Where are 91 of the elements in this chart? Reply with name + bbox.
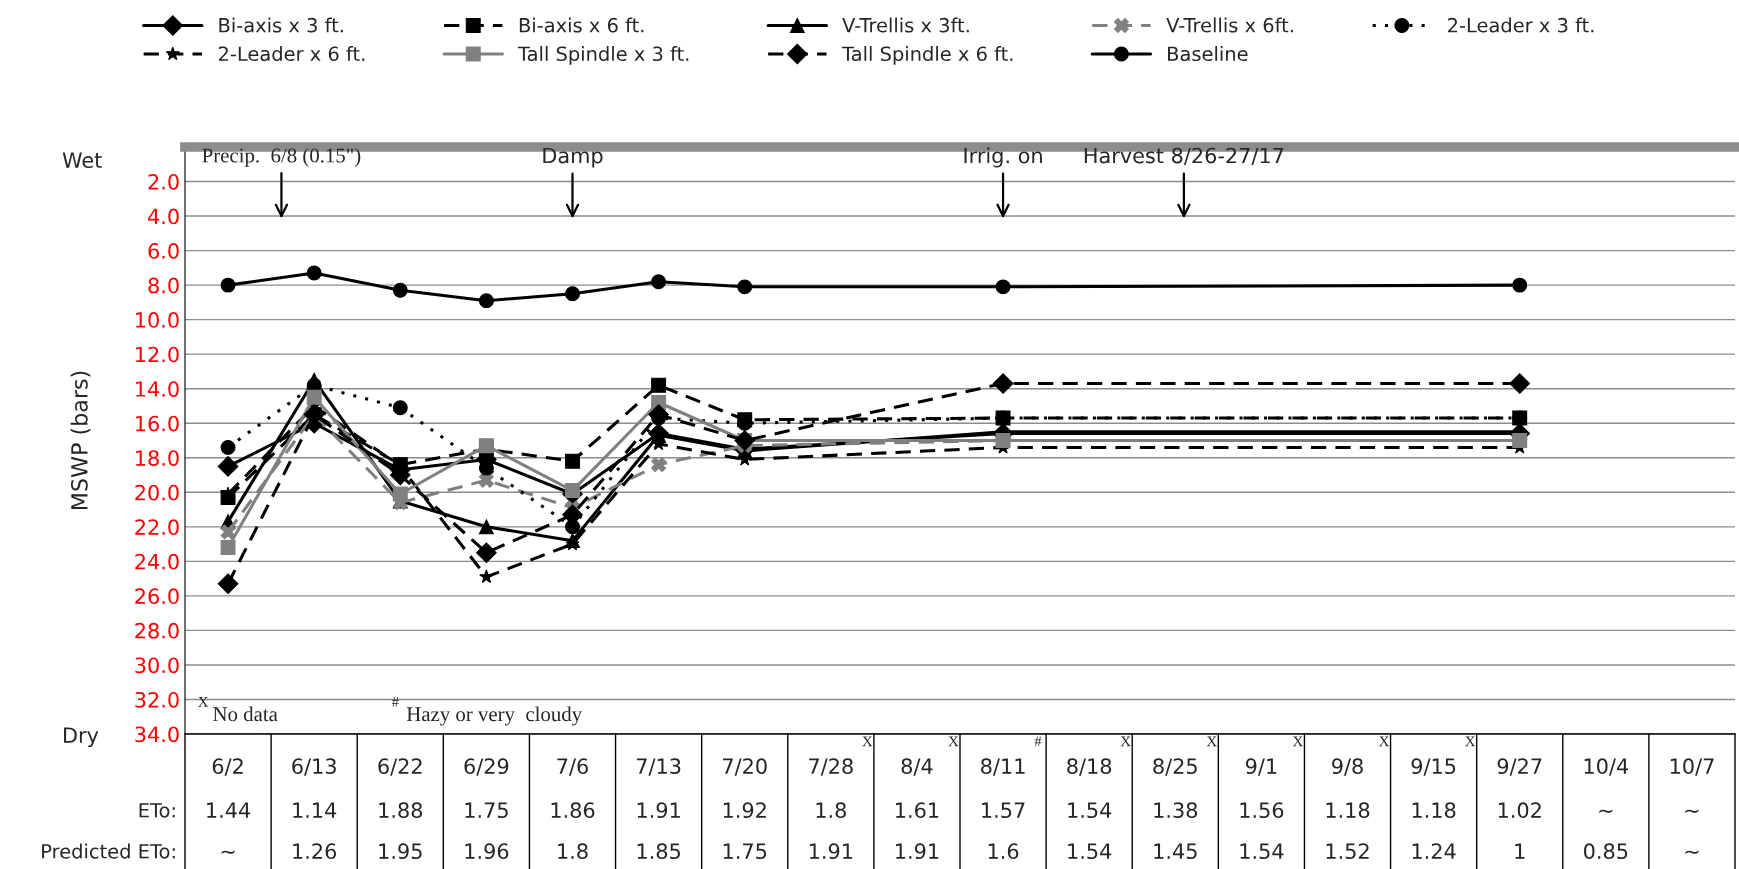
y-tick-label: 10.0: [136, 312, 179, 328]
text: 1.26: [293, 843, 337, 860]
text: 0.85: [1584, 843, 1628, 860]
text: 1.24: [1412, 843, 1456, 859]
text: 1.14: [293, 802, 337, 818]
y-tick-label: 32.0: [135, 691, 179, 708]
text: Wet: [62, 152, 102, 169]
legend-label: V-Trellis x 6ft.: [1166, 17, 1293, 33]
x-tick-label: 6/29: [464, 758, 509, 776]
legend-label: Bi-axis x 6 ft.: [519, 17, 644, 33]
x-tick-label: 6/13: [292, 758, 336, 776]
x-tick-label: 7/13: [636, 758, 681, 776]
y-tick-label: 34.0: [135, 726, 179, 743]
legend-label: 2-Leader x 6 ft.: [218, 46, 365, 62]
x-tick-label: 6/2: [212, 758, 243, 776]
text: ~: [1599, 809, 1613, 813]
text: 1.18: [1326, 802, 1370, 819]
x-tick-label: 10/7: [1670, 758, 1714, 776]
x-tick-label: 9/8X: [1332, 736, 1390, 776]
y-tick-label: 8.0: [148, 277, 179, 294]
text: 1.8: [558, 843, 588, 860]
text: 1.75: [723, 843, 767, 860]
x-tick-label: 6/22: [378, 758, 422, 776]
text: Predicted ETo:: [42, 843, 175, 859]
text: 1.91: [809, 843, 853, 860]
text: 1.02: [1498, 802, 1541, 819]
x-tick-label: 7/28X: [809, 736, 873, 776]
y-tick-label: 20.0: [135, 484, 179, 501]
text: 1.54: [1068, 843, 1112, 860]
legend-label: Tall Spindle x 6 ft.: [841, 46, 1013, 65]
y-tick-label: 6.0: [148, 243, 179, 259]
y-tick-label: 18.0: [136, 450, 179, 466]
legend-label: 2-Leader x 3 ft.: [1448, 17, 1594, 33]
text: 1.85: [637, 843, 680, 860]
text: 1.54: [1240, 843, 1284, 860]
y-axis-title: MSWP (bars): [70, 371, 91, 510]
annotation: Irrig. on: [964, 147, 1042, 168]
y-tick-label: 26.0: [135, 588, 179, 605]
text: 1.45: [1154, 843, 1197, 860]
legend-label: V-Trellis x 3ft.: [842, 17, 969, 33]
x-tick-label: 7/20: [723, 758, 767, 776]
text: Dry: [64, 727, 99, 748]
y-tick-label: 28.0: [135, 622, 179, 639]
y-tick-label: 4.0: [148, 208, 179, 225]
text: 1.57: [982, 802, 1025, 819]
x-tick-label: 9/27: [1497, 758, 1542, 776]
x-tick-label: 8/4X: [901, 736, 959, 776]
text: 1.54: [1068, 802, 1112, 819]
legend-label: Tall Spindle x 3 ft.: [517, 46, 689, 65]
text: 1.88: [379, 802, 423, 819]
text: 1.86: [551, 802, 595, 819]
x-tick-label: 9/15X: [1411, 736, 1476, 776]
text: 1.92: [723, 802, 766, 819]
text: 1.44: [207, 802, 251, 818]
text: 1.38: [1154, 802, 1198, 819]
text: ~: [221, 850, 235, 854]
text: 1.56: [1240, 802, 1284, 819]
annotation: Precip. 6/8 (0.15"): [202, 147, 361, 167]
annotation: XNo data: [198, 697, 278, 722]
text: 1: [1515, 843, 1525, 859]
y-tick-label: 16.0: [136, 415, 179, 432]
x-tick-label: 8/25X: [1153, 736, 1217, 776]
text: 1.61: [896, 802, 939, 819]
x-tick-label: 8/11#: [981, 736, 1042, 776]
annotation: Damp: [543, 147, 603, 168]
y-tick-label: 14.0: [136, 381, 179, 397]
text: ~: [1685, 850, 1699, 854]
y-tick-label: 12.0: [136, 346, 179, 363]
legend-label: Baseline: [1168, 46, 1248, 62]
y-tick-label: 30.0: [135, 657, 179, 674]
x-tick-label: 9/1X: [1245, 736, 1303, 776]
text: 1.95: [379, 843, 422, 860]
text: 1.91: [637, 802, 680, 819]
annotation: #Hazy or very cloudy: [391, 697, 583, 726]
text: 1.6: [988, 843, 1019, 860]
text: 1.96: [465, 843, 509, 860]
x-tick-label: 8/18X: [1067, 736, 1131, 776]
legend-label: Bi-axis x 3 ft.: [219, 17, 343, 33]
y-tick-label: 2.0: [148, 173, 179, 190]
text: ETo:: [139, 803, 175, 818]
y-tick-label: 22.0: [135, 519, 179, 536]
annotation: Harvest 8/26-27/17: [1084, 147, 1284, 166]
x-tick-label: 7/6: [557, 758, 588, 776]
y-tick-label: 24.0: [135, 553, 179, 570]
text: 1.8: [816, 802, 846, 819]
text: 1.52: [1326, 843, 1369, 860]
text: 1.91: [896, 843, 939, 860]
text: 1.75: [465, 802, 508, 819]
text: 1.18: [1412, 802, 1456, 819]
x-tick-label: 10/4: [1584, 758, 1629, 776]
text: ~: [1685, 809, 1699, 813]
